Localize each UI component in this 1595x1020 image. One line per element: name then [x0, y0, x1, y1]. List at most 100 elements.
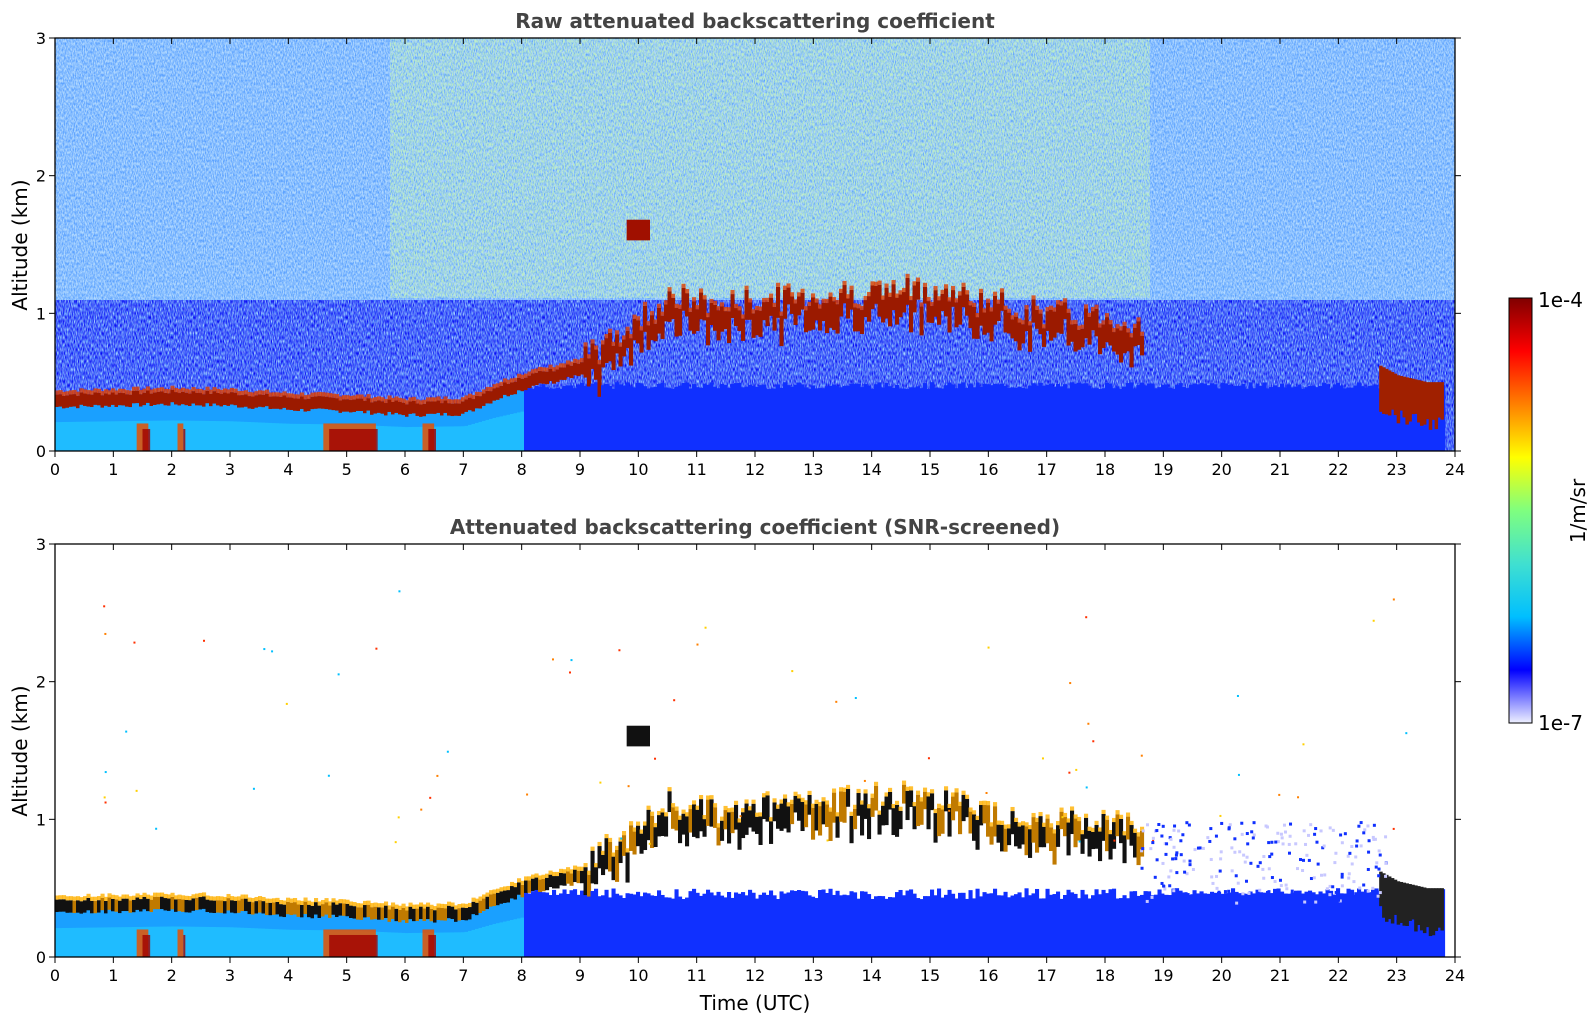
heatmap-cell: [688, 388, 693, 451]
heatmap-cell: [377, 396, 382, 401]
heatmap-cell: [839, 791, 844, 822]
heatmap-cell: [352, 399, 357, 412]
heatmap-cell: [184, 392, 189, 406]
heatmap-cell: [1140, 382, 1145, 451]
heatmap-cell: [1283, 387, 1288, 451]
heatmap-cell: [758, 816, 763, 845]
heatmap-cell: [1108, 320, 1113, 325]
heatmap-cell: [1056, 825, 1061, 847]
heatmap-cell: [1094, 889, 1099, 957]
heatmap-cell: [1343, 893, 1348, 957]
heatmap-cell: [254, 928, 259, 957]
heatmap-cell: [965, 387, 970, 451]
heatmap-cell: [1143, 891, 1148, 957]
heatmap-cell: [1316, 862, 1320, 866]
heatmap-cell: [1187, 823, 1191, 827]
heatmap-cell: [100, 421, 105, 451]
heatmap-cell: [653, 895, 658, 957]
heatmap-cell: [737, 310, 742, 331]
heatmap-cell: [398, 932, 403, 957]
heatmap-cell: [275, 929, 280, 957]
heatmap-cell: [1003, 305, 1008, 310]
heatmap-cell: [401, 907, 406, 921]
heatmap-cell: [590, 339, 595, 344]
heatmap-cell: [611, 341, 616, 346]
heatmap-cell: [1264, 824, 1268, 828]
heatmap-cell: [97, 388, 102, 393]
heatmap-cell: [219, 421, 224, 451]
heatmap-cell: [646, 893, 651, 957]
heatmap-cell: [552, 388, 557, 451]
heatmap-cell: [1367, 892, 1372, 957]
heatmap-cell: [681, 809, 686, 814]
heatmap-cell: [1175, 888, 1180, 957]
heatmap-cell: [1136, 832, 1141, 837]
heatmap-cell: [706, 385, 711, 451]
heatmap-cell: [1152, 839, 1155, 842]
heatmap-cell: [797, 794, 802, 799]
x-tick-label: 20: [1211, 460, 1231, 479]
heatmap-cell: [377, 931, 382, 957]
heatmap-cell: [1150, 895, 1155, 957]
heatmap-cell: [478, 392, 483, 397]
heatmap-cell: [835, 300, 840, 305]
heatmap-cell: [566, 871, 571, 884]
heatmap-cell: [727, 812, 732, 844]
heatmap-cell: [107, 893, 112, 898]
heatmap-cell: [237, 395, 242, 408]
heatmap-cell: [762, 797, 767, 820]
heatmap-cell: [867, 385, 872, 451]
heatmap-cell: [989, 822, 994, 827]
heatmap-cell: [650, 315, 655, 341]
heatmap-cell: [433, 906, 438, 911]
heatmap-cell: [240, 894, 245, 899]
heatmap-cell: [174, 392, 179, 405]
heatmap-cell: [821, 797, 826, 802]
heatmap-cell: [818, 806, 823, 836]
x-tick-label: 1: [108, 966, 118, 985]
heatmap-cell: [184, 420, 189, 451]
heatmap-cell: [328, 397, 333, 410]
heatmap-cell: [660, 808, 665, 813]
heatmap-cell: [163, 392, 168, 406]
heatmap-cell: [55, 390, 60, 395]
heatmap-cell: [90, 896, 95, 901]
heatmap-cell: [1112, 888, 1117, 957]
heatmap-cell: [856, 304, 861, 309]
heatmap-cell: [1087, 722, 1090, 725]
heatmap-cell: [951, 384, 956, 451]
heatmap-cell: [1366, 867, 1370, 871]
heatmap-cell: [639, 326, 644, 331]
heatmap-cell: [1307, 833, 1311, 837]
heatmap-cell: [1346, 854, 1350, 858]
heatmap-cell: [1302, 858, 1306, 862]
heatmap-cell: [891, 803, 896, 809]
heatmap-cell: [1112, 817, 1117, 823]
heatmap-cell: [741, 812, 746, 839]
heatmap-cell: [76, 900, 81, 913]
heatmap-cell: [891, 897, 896, 957]
heatmap-cell: [86, 893, 91, 898]
heatmap-cell: [1168, 895, 1173, 957]
heatmap-cell: [881, 299, 886, 323]
x-tick-label: 9: [575, 966, 585, 985]
heatmap-cell: [968, 811, 973, 834]
heatmap-cell: [1240, 832, 1244, 836]
heatmap-cell: [552, 367, 557, 372]
heatmap-cell: [1219, 850, 1223, 854]
heatmap-cell: [555, 894, 560, 957]
heatmap-cell: [965, 794, 970, 799]
heatmap-cell: [909, 296, 914, 301]
heatmap-cell: [394, 426, 399, 451]
x-tick-label: 21: [1270, 460, 1290, 479]
heatmap-cell: [300, 929, 305, 957]
heatmap-cell: [1087, 826, 1092, 831]
heatmap-cell: [1269, 387, 1274, 451]
heatmap-cell: [930, 301, 935, 307]
heatmap-cell: [263, 648, 266, 651]
heatmap-cell: [1031, 299, 1036, 323]
heatmap-cell: [653, 823, 658, 828]
heatmap-cell: [443, 426, 448, 451]
x-tick-label: 12: [745, 460, 765, 479]
heatmap-cell: [79, 392, 84, 405]
